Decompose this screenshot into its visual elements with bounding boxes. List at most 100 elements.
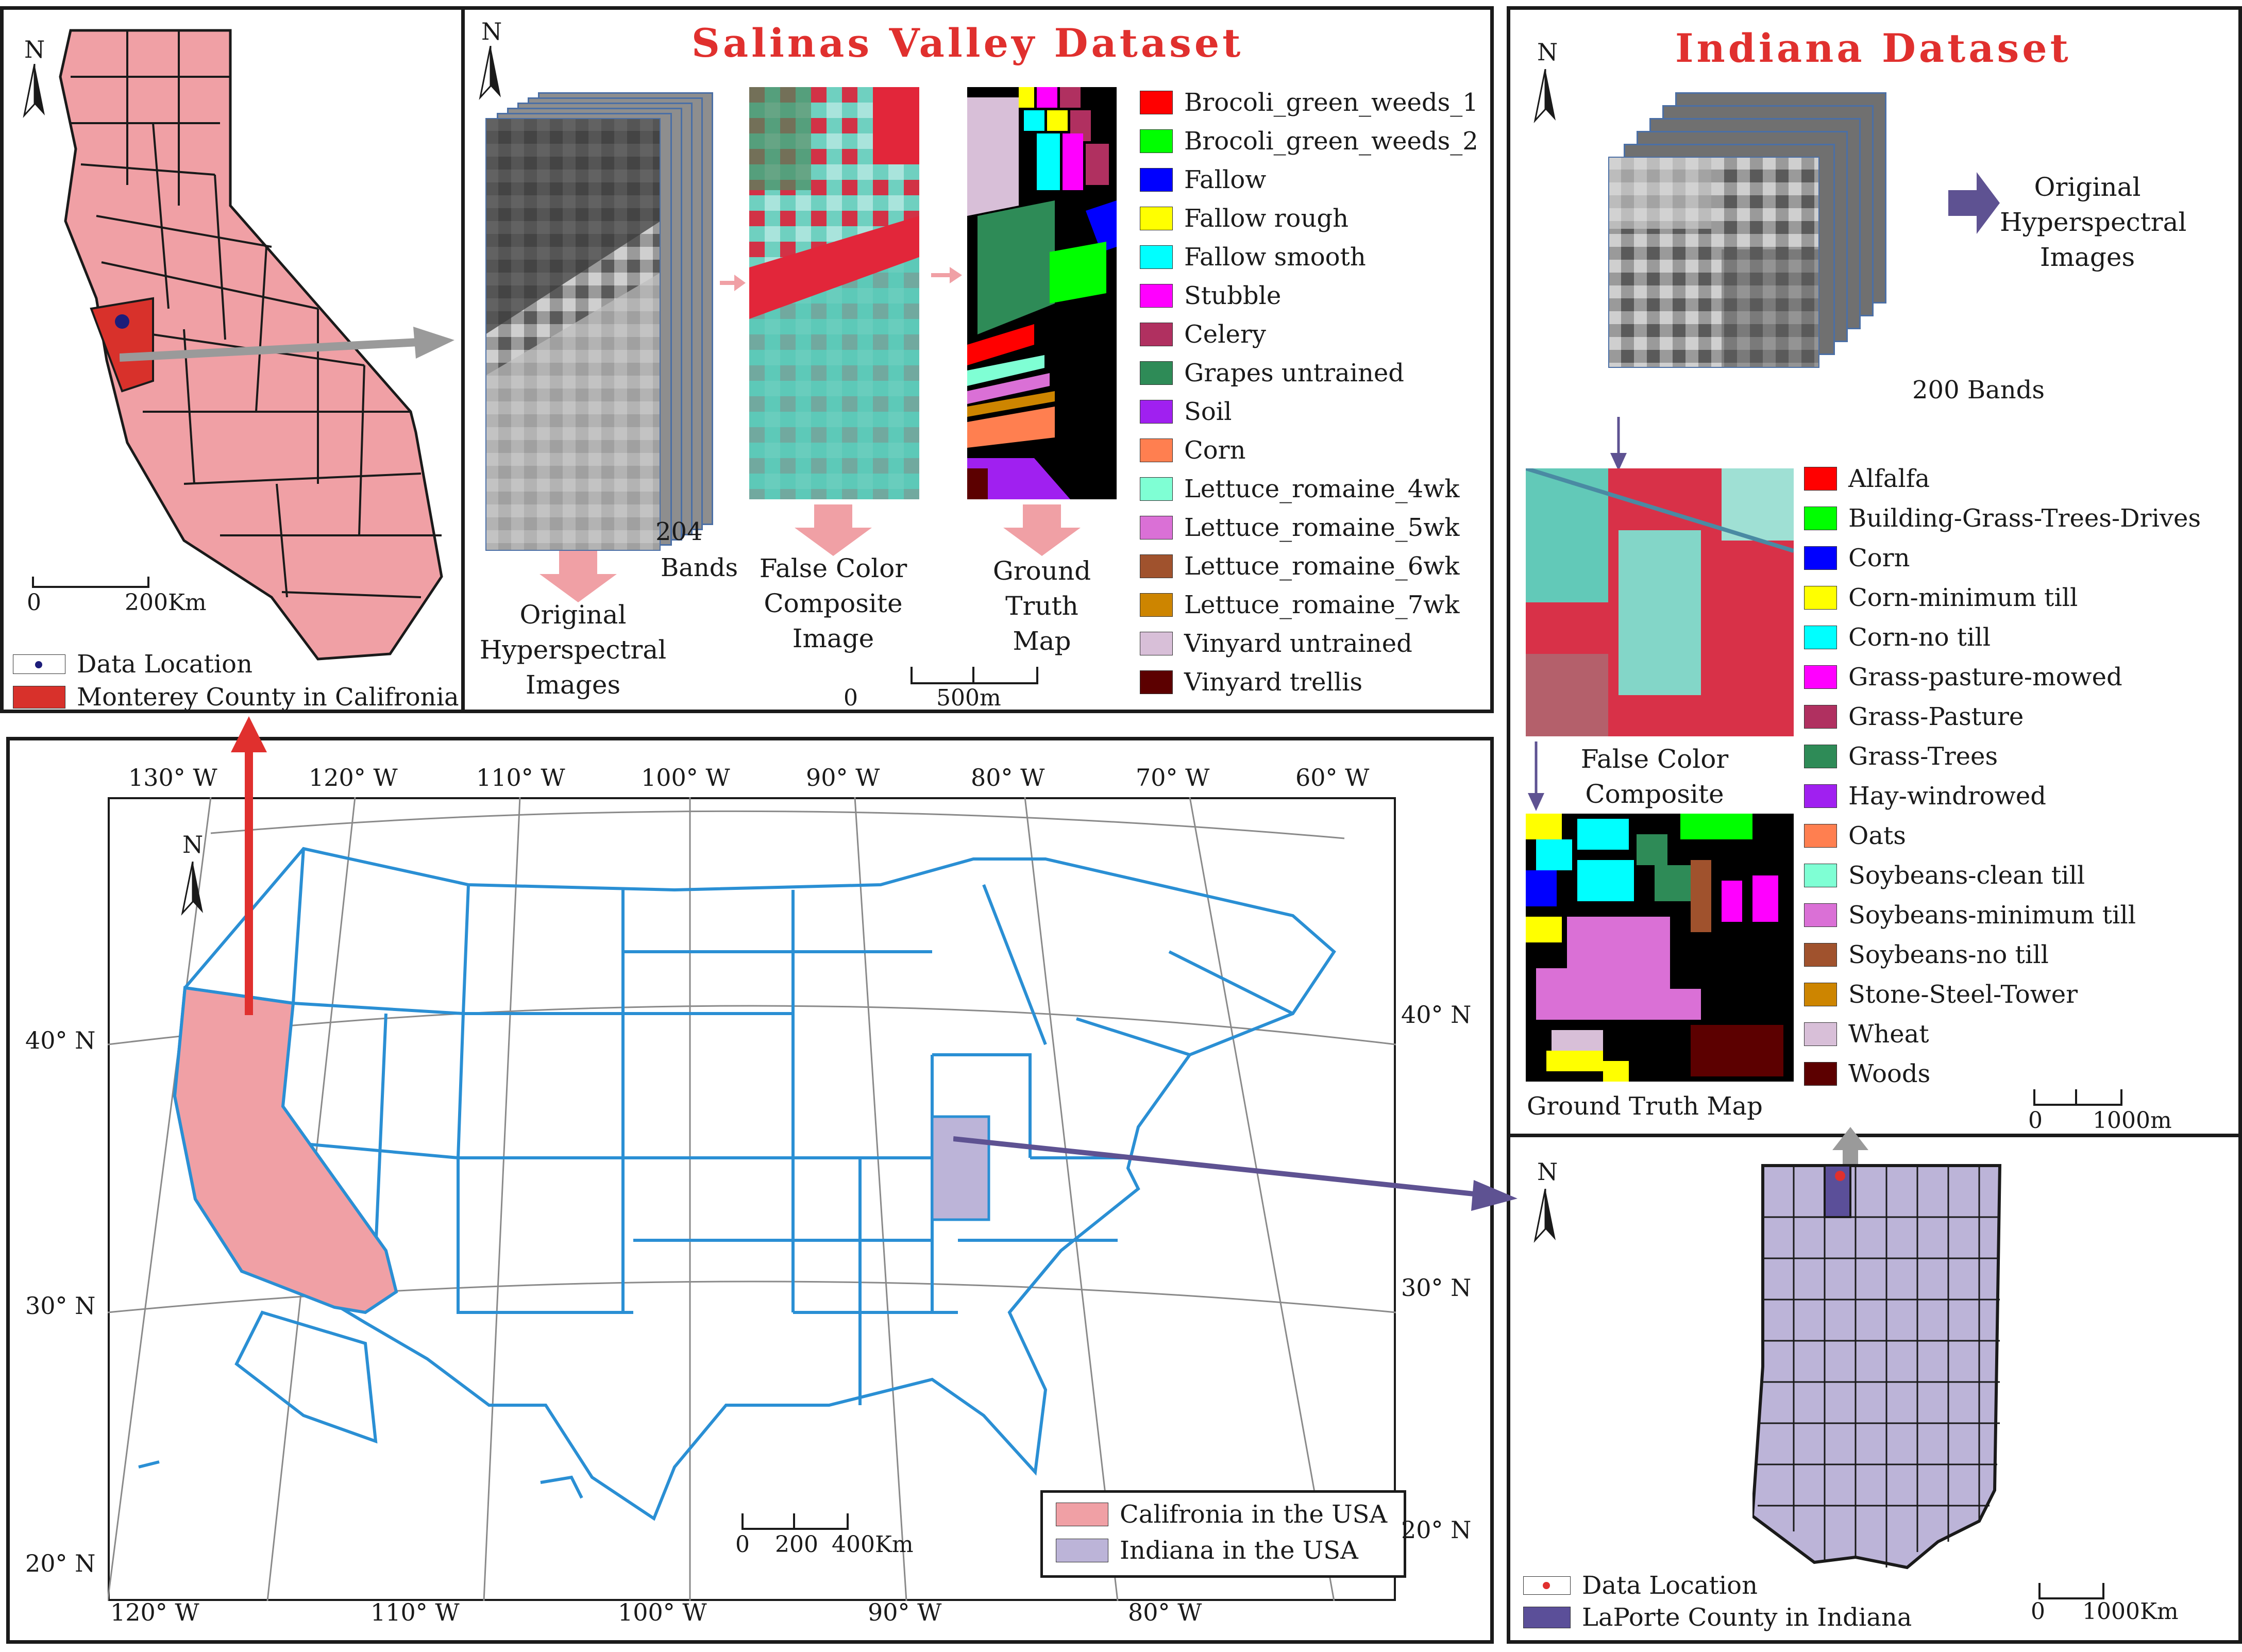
coordinate-label: 40° N [25, 1026, 96, 1054]
scale-start: 0 [27, 589, 41, 616]
legend-item: Oats [1804, 820, 1906, 851]
location-swatch [13, 654, 65, 674]
legend-swatch [1140, 593, 1173, 617]
legend-label: Vinyard untrained [1184, 629, 1412, 658]
red-up-arrow [231, 716, 267, 1015]
legend-item: Alfalfa [1804, 463, 1930, 494]
usa-map [108, 797, 1396, 1601]
legend-item: Corn-minimum till [1804, 582, 2078, 613]
coordinate-label: 120° W [110, 1598, 199, 1626]
coordinate-label: 60° W [1295, 764, 1370, 791]
legend-item: Lettuce_romaine_6wk [1140, 551, 1459, 582]
coordinate-label: 110° W [476, 764, 565, 791]
legend-item: Grapes untrained [1140, 358, 1404, 389]
laporte-swatch [1523, 1607, 1571, 1628]
coordinate-label: 80° W [1128, 1598, 1202, 1626]
down-arrow-icon [540, 551, 617, 602]
coordinate-label: 120° W [309, 764, 398, 791]
legend-label: Building-Grass-Trees-Drives [1848, 504, 2201, 533]
legend-label: Celery [1184, 320, 1266, 349]
legend-label: Fallow [1184, 165, 1267, 194]
purple-arrow-icon [1610, 417, 1627, 471]
coordinate-label: 80° W [971, 764, 1045, 791]
legend-item: Soybeans-clean till [1804, 860, 2085, 891]
legend-item: Lettuce_romaine_4wk [1140, 474, 1459, 504]
coordinate-label: 30° N [1401, 1274, 1472, 1302]
legend-swatch [1804, 665, 1837, 689]
location-swatch [1523, 1576, 1571, 1595]
legend-label: Grass-Pasture [1848, 702, 2024, 731]
legend-swatch [1804, 586, 1837, 610]
class-legend: Brocoli_green_weeds_1 Brocoli_green_weeds… [1140, 87, 1495, 705]
scale-200: 200 [775, 1531, 818, 1558]
legend-item: Hay-windrowed [1804, 781, 2046, 812]
panel-title: Indiana Dataset [1675, 25, 2071, 71]
legend-label: Hay-windrowed [1848, 782, 2046, 811]
legend-swatch [1804, 903, 1837, 927]
legend-label: Stone-Steel-Tower [1848, 980, 2078, 1009]
legend-label: Data Location [1582, 1571, 1758, 1600]
north-label: N [1537, 38, 1558, 66]
north-arrow-icon [19, 64, 50, 121]
ground-truth-label: Ground Truth Map [1527, 1092, 1763, 1121]
legend-label: Grapes untrained [1184, 359, 1405, 387]
legend-swatch [1140, 632, 1173, 655]
legend-swatch [1804, 626, 1837, 649]
legend-item: Soybeans-minimum till [1804, 900, 2136, 931]
original-label: Original Hyperspectral Images [479, 600, 667, 700]
legend-swatch [1804, 705, 1837, 729]
legend-label: Corn-no till [1848, 623, 1991, 652]
coordinate-label: 40° N [1401, 1001, 1472, 1029]
legend-item: Woods [1804, 1058, 1930, 1089]
legend-swatch [1140, 323, 1173, 346]
gray-arrow [120, 327, 454, 362]
north-arrow-icon [1530, 69, 1561, 126]
scale-bar [741, 1513, 849, 1530]
legend-label: Woods [1848, 1059, 1931, 1088]
legend-item: Califronia in the USA [1056, 1499, 1387, 1530]
north-label: N [182, 831, 204, 858]
legend-label: Brocoli_green_weeds_2 [1184, 127, 1478, 156]
county-swatch [13, 686, 65, 709]
pink-arrow [931, 267, 962, 283]
legend-swatch [1804, 943, 1837, 967]
legend-item: Vinyard trellis [1140, 667, 1362, 698]
legend-item: Grass-Trees [1804, 741, 1998, 772]
scale-bar [2033, 1089, 2122, 1106]
legend-label: Indiana in the USA [1120, 1536, 1358, 1565]
legend-swatch [1140, 477, 1173, 501]
original-label: Original Hyperspectral Images [2000, 172, 2187, 272]
legend-label: Alfalfa [1848, 464, 1930, 493]
pink-arrow [720, 275, 746, 291]
legend-swatch [1804, 784, 1837, 808]
usa-panel: N 0 200 400Km Califronia in the USA Indi… [6, 737, 1494, 1644]
legend-item: Soybeans-no till [1804, 939, 2049, 970]
legend-label: Vinyard trellis [1184, 668, 1363, 697]
legend-label: Fallow smooth [1184, 243, 1366, 272]
scale-end: 1000Km [2082, 1598, 2179, 1625]
legend-label: Stubble [1184, 281, 1282, 310]
coordinate-label: 100° W [641, 764, 730, 791]
legend-item: LaPorte County in Indiana [1523, 1602, 1912, 1633]
legend-swatch [1804, 1062, 1837, 1086]
coordinate-label: 100° W [618, 1598, 707, 1626]
scale-400km: 400Km [832, 1531, 914, 1558]
scale-0: 0 [735, 1531, 750, 1558]
legend-label: Lettuce_romaine_6wk [1184, 552, 1460, 581]
indiana-panel: Indiana Dataset N Original Hyperspectral I… [1507, 6, 2242, 1140]
scale-start: 0 [844, 685, 858, 711]
legend-item: Stone-Steel-Tower [1804, 979, 2078, 1010]
coordinate-label: 90° W [806, 764, 880, 791]
coordinate-label: 110° W [370, 1598, 460, 1626]
california-county-map [59, 29, 443, 661]
legend-item: Fallow rough [1140, 203, 1348, 234]
legend-swatch [1804, 745, 1837, 768]
legend-label: Soybeans-minimum till [1848, 901, 2136, 930]
legend-label: Lettuce_romaine_5wk [1184, 513, 1460, 542]
bands-count: 204 [655, 517, 703, 546]
legend-item: Brocoli_green_weeds_1 [1140, 87, 1478, 118]
north-label: N [24, 36, 45, 63]
legend-item: Fallow smooth [1140, 242, 1366, 273]
legend-label: Data Location [77, 650, 252, 679]
scale-bar [911, 667, 1038, 684]
